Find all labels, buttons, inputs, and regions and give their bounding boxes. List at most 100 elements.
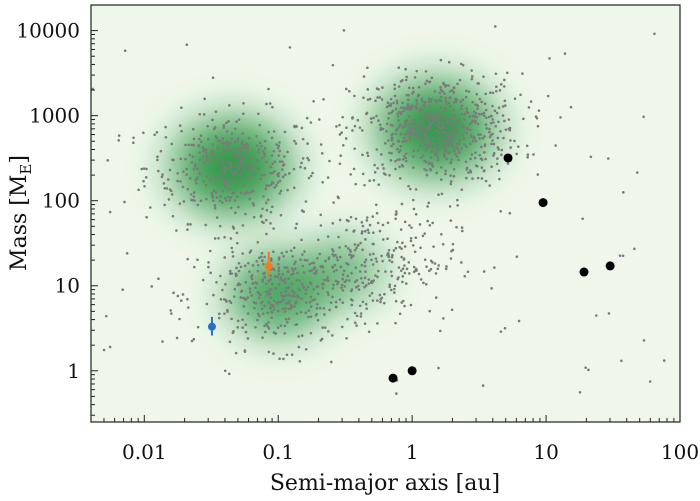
- simulated-point: [408, 224, 411, 227]
- simulated-point: [277, 272, 281, 276]
- simulated-point: [270, 259, 273, 262]
- x-tick-label: 10: [533, 440, 558, 464]
- simulated-point: [117, 139, 120, 142]
- simulated-point: [318, 118, 321, 121]
- simulated-point: [426, 143, 430, 147]
- simulated-point: [189, 193, 193, 196]
- simulated-point: [515, 152, 518, 156]
- simulated-point: [228, 340, 232, 344]
- simulated-point: [499, 209, 502, 213]
- simulated-point: [225, 149, 229, 152]
- simulated-point: [321, 283, 325, 286]
- simulated-point: [268, 102, 272, 105]
- simulated-point: [581, 217, 584, 221]
- simulated-point: [205, 197, 208, 201]
- simulated-point: [330, 334, 334, 337]
- simulated-point: [192, 137, 196, 141]
- simulated-point: [233, 287, 237, 291]
- simulated-point: [484, 92, 488, 96]
- simulated-point: [482, 111, 486, 115]
- simulated-point: [344, 87, 348, 91]
- simulated-point: [451, 145, 455, 149]
- simulated-point: [361, 300, 365, 304]
- simulated-point: [244, 162, 248, 166]
- simulated-point: [295, 323, 299, 326]
- simulated-point: [470, 77, 474, 81]
- simulated-point: [352, 229, 356, 232]
- simulated-point: [163, 186, 167, 190]
- simulated-point: [395, 99, 399, 103]
- simulated-point: [391, 124, 394, 127]
- simulated-point: [290, 267, 294, 270]
- simulated-point: [366, 228, 370, 232]
- simulated-point: [427, 136, 431, 140]
- simulated-point: [425, 173, 429, 177]
- simulated-point: [366, 98, 370, 101]
- simulated-point: [219, 170, 223, 173]
- simulated-point: [233, 151, 237, 155]
- simulated-point: [251, 264, 255, 267]
- simulated-point: [240, 142, 244, 145]
- simulated-point: [163, 203, 166, 207]
- simulated-point: [379, 300, 382, 304]
- simulated-point: [309, 121, 313, 124]
- simulated-point: [423, 141, 427, 144]
- simulated-point: [293, 139, 296, 143]
- simulated-point: [394, 321, 397, 325]
- simulated-point: [236, 154, 240, 158]
- simulated-point: [499, 83, 503, 86]
- simulated-point: [229, 165, 233, 169]
- simulated-point: [257, 112, 260, 116]
- simulated-point: [400, 202, 404, 206]
- simulated-point: [287, 317, 291, 321]
- simulated-point: [285, 286, 288, 290]
- simulated-point: [395, 210, 398, 213]
- simulated-point: [426, 146, 430, 150]
- simulated-point: [240, 162, 244, 166]
- simulated-point: [269, 183, 273, 186]
- simulated-point: [423, 125, 427, 129]
- simulated-point: [363, 264, 367, 268]
- simulated-point: [272, 308, 276, 311]
- simulated-point: [219, 195, 222, 198]
- simulated-point: [402, 109, 406, 112]
- simulated-point: [423, 105, 426, 109]
- simulated-point: [448, 141, 452, 145]
- simulated-point: [372, 231, 375, 234]
- simulated-point: [182, 200, 186, 203]
- simulated-point: [499, 129, 502, 133]
- simulated-point: [202, 149, 206, 153]
- simulated-point: [307, 176, 311, 180]
- simulated-point: [444, 100, 448, 103]
- simulated-point: [217, 236, 220, 240]
- simulated-point: [238, 157, 242, 161]
- simulated-point: [500, 148, 504, 152]
- simulated-point: [417, 85, 421, 89]
- simulated-point: [328, 159, 331, 163]
- simulated-point: [221, 201, 224, 204]
- simulated-point: [452, 174, 456, 178]
- y-tick-label: 100: [42, 189, 80, 213]
- simulated-point: [223, 170, 227, 174]
- simulated-point: [443, 130, 447, 133]
- simulated-point: [278, 357, 281, 361]
- simulated-point: [366, 151, 369, 155]
- simulated-point: [449, 132, 453, 135]
- simulated-point: [379, 128, 383, 132]
- simulated-point: [377, 183, 381, 186]
- simulated-point: [433, 153, 437, 156]
- simulated-point: [380, 254, 383, 258]
- simulated-point: [262, 262, 265, 266]
- simulated-point: [397, 125, 401, 129]
- simulated-point: [241, 158, 245, 161]
- simulated-point: [225, 130, 229, 133]
- simulated-point: [457, 142, 461, 146]
- simulated-point: [198, 137, 201, 141]
- simulated-point: [427, 201, 431, 205]
- simulated-point: [461, 98, 465, 102]
- simulated-point: [353, 248, 357, 252]
- simulated-point: [197, 144, 200, 148]
- simulated-point: [384, 270, 387, 273]
- simulated-point: [298, 279, 302, 282]
- simulated-point: [243, 264, 247, 268]
